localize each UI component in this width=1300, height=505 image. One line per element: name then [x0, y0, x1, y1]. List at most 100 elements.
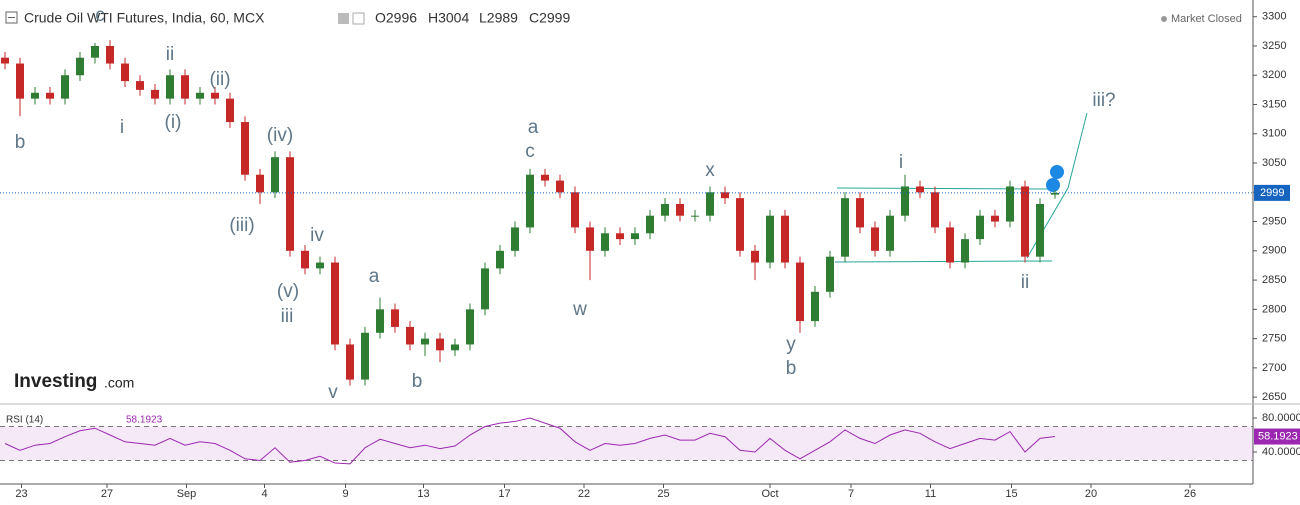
rsi-tick-label: 80.0000 [1262, 412, 1300, 424]
candle-body [466, 309, 474, 345]
y-tick-label: 3100 [1262, 128, 1286, 140]
x-tick-label: 20 [1085, 488, 1097, 500]
candle-body [691, 215, 699, 217]
candle-body [616, 233, 624, 240]
candle-body [1036, 204, 1044, 257]
wave-label: iii [281, 306, 294, 327]
x-tick-label: Oct [761, 488, 778, 500]
x-tick-label: 11 [925, 488, 936, 500]
candle-body [346, 344, 354, 380]
candle-body [316, 262, 324, 269]
candle-body [1, 57, 9, 64]
candle-body [676, 204, 684, 216]
candle-body [766, 215, 774, 263]
candle-body [436, 338, 444, 351]
candle-body [601, 233, 609, 251]
wave-label: i [899, 152, 903, 173]
candle-body [586, 227, 594, 251]
candle-body [226, 98, 234, 123]
wave-label: a [369, 266, 380, 287]
wave-label: (v) [277, 281, 299, 302]
settings-icon[interactable] [352, 12, 365, 25]
pivot-marker[interactable] [1046, 178, 1060, 192]
candle-body [91, 45, 99, 58]
candle-body [406, 326, 414, 345]
candle-body [16, 63, 24, 99]
candle-body [1051, 192, 1059, 195]
candle-body [181, 75, 189, 99]
wave-label: c [525, 141, 535, 162]
candle-body [571, 192, 579, 228]
wave-label: a [528, 117, 539, 138]
candle-body [391, 309, 399, 327]
ohlc-high: H3004 [428, 10, 469, 26]
wave-label: (iv) [267, 125, 293, 146]
status-dot [1161, 16, 1167, 22]
candle-body [271, 157, 279, 193]
candle-body [481, 268, 489, 310]
wave-label: (iii) [229, 215, 254, 236]
x-tick-label: 4 [261, 488, 267, 500]
candle-body [151, 89, 159, 99]
candle-body [496, 250, 504, 269]
y-tick-label: 3300 [1262, 11, 1286, 23]
candle-body [721, 192, 729, 199]
y-tick-label: 2800 [1262, 303, 1286, 315]
logo: Investing [14, 371, 97, 392]
pivot-marker[interactable] [1050, 165, 1064, 179]
candle-body [286, 157, 294, 251]
candle-body [31, 92, 39, 99]
wave-label: iv [310, 225, 324, 246]
x-tick-label: 25 [657, 488, 669, 500]
candle-body [166, 75, 174, 99]
candle-body [811, 291, 819, 322]
ohlc-close: C2999 [529, 10, 570, 26]
wave-label: i [120, 117, 124, 138]
rsi-band [0, 426, 1253, 461]
candle-body [781, 215, 789, 263]
candle-body [991, 215, 999, 222]
y-tick-label: 3200 [1262, 69, 1286, 81]
rsi-value-box [1254, 428, 1300, 445]
wave-label: b [15, 132, 26, 153]
x-tick-label: 17 [498, 488, 510, 500]
candle-body [76, 57, 84, 76]
candle-body [121, 63, 129, 82]
wave-label: ii [166, 44, 174, 65]
y-tick-label: 2850 [1262, 274, 1286, 286]
candle-body [661, 204, 669, 216]
x-tick-label: 13 [417, 488, 429, 500]
candle-body [961, 239, 969, 263]
candle-body [421, 338, 429, 345]
candle-body [211, 92, 219, 99]
rsi-line [4, 417, 1056, 465]
candle-body [361, 332, 369, 380]
candle-body [376, 309, 384, 333]
wave-label: c [95, 5, 105, 26]
candle-body [556, 180, 564, 193]
collapse-icon[interactable] [5, 11, 18, 24]
x-tick-label: 9 [342, 488, 348, 500]
y-tick-label: 2650 [1262, 391, 1286, 403]
rsi-name: RSI (14) [6, 415, 43, 426]
candle-body [631, 233, 639, 240]
rsi-value-label: 58.1923 [1258, 430, 1298, 442]
y-tick-label: 3250 [1262, 40, 1286, 52]
candle-body [241, 122, 249, 175]
last-price-label: 2999 [1260, 187, 1284, 199]
rsi-tick-label: 40.0000 [1262, 446, 1300, 458]
y-tick-label: 3150 [1262, 98, 1286, 110]
eye-icon[interactable] [338, 13, 349, 24]
candle-body [46, 92, 54, 99]
candle-body [511, 227, 519, 251]
candle-body [871, 227, 879, 251]
wave-label: ii [1021, 272, 1029, 293]
wave-label: iii? [1092, 90, 1115, 111]
logo-suffix: .com [104, 375, 134, 391]
x-tick-label: Sep [177, 488, 197, 500]
candle-body [826, 256, 834, 292]
y-tick-label: 2950 [1262, 215, 1286, 227]
candle-body [751, 250, 759, 263]
